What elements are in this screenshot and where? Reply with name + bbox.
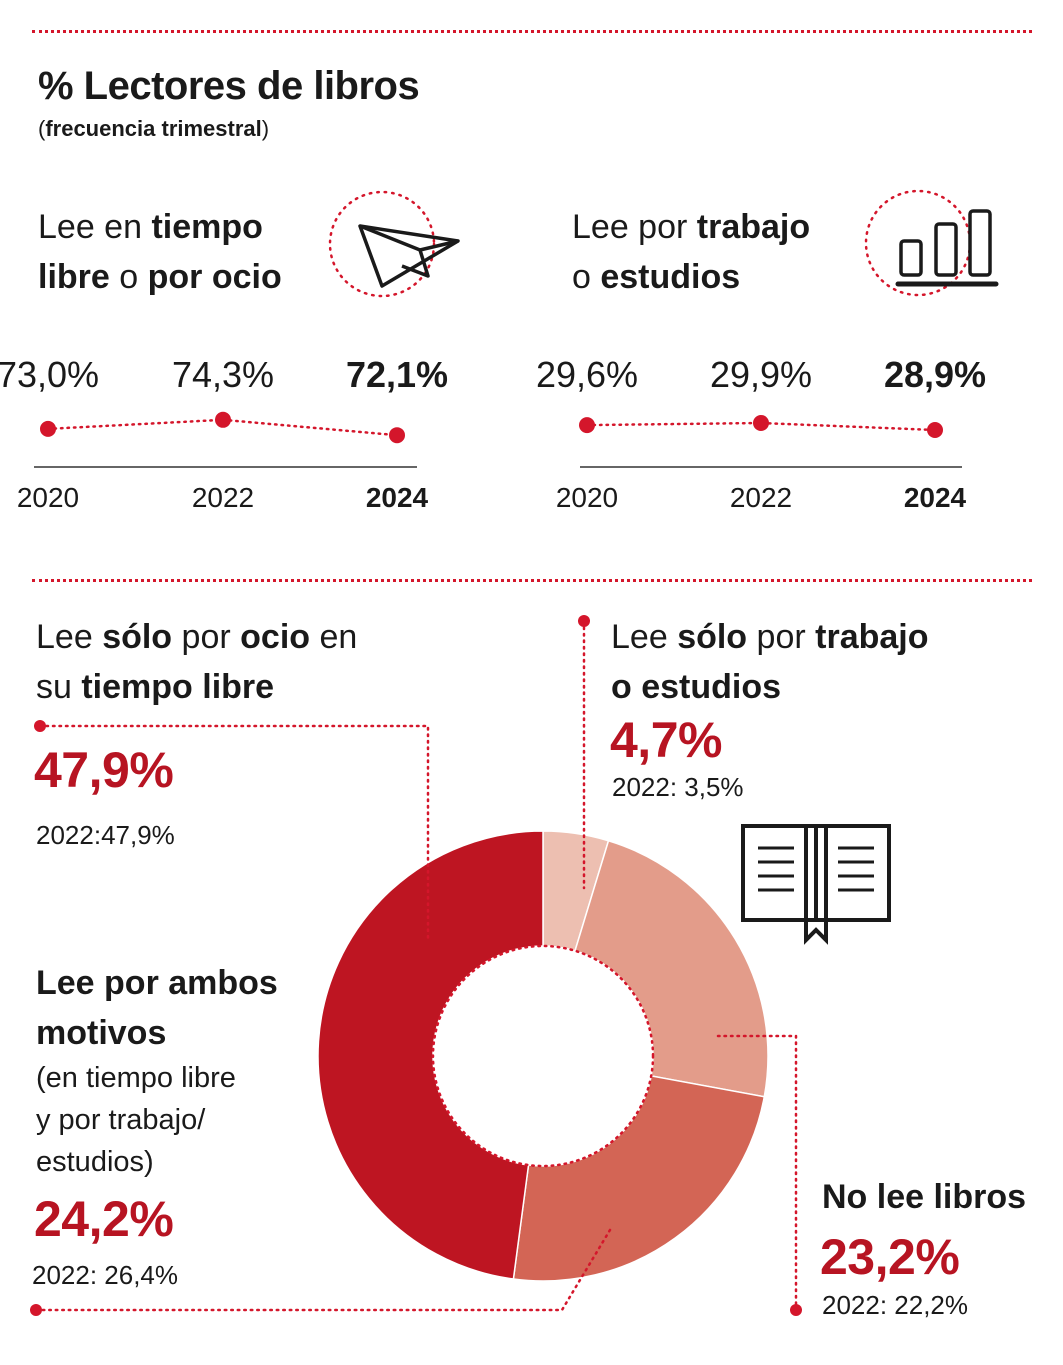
chart-trabajo-year-label: 2024 xyxy=(904,482,967,513)
chart-trabajo-point xyxy=(753,415,769,431)
chart-ocio-year-label: 2024 xyxy=(366,482,429,513)
chart-trabajo-point xyxy=(579,417,595,434)
panel-ocio-heading: Lee en tiempo libre o por ocio xyxy=(38,208,282,296)
chart-ocio-point xyxy=(389,427,405,444)
leader-ambos xyxy=(34,1228,612,1312)
chart-trabajo-line xyxy=(585,421,937,432)
chart-ocio-point xyxy=(215,411,231,428)
label-ambos-prev: 2022: 26,4% xyxy=(32,1260,179,1290)
label-ambos-sub: (en tiempo libre y por trabajo/estudios) xyxy=(36,1062,236,1178)
bar-chart-icon xyxy=(864,189,999,297)
chart-trabajo-year-label: 2022 xyxy=(730,482,792,513)
label-nolee-prev: 2022: 22,2% xyxy=(822,1290,969,1320)
leader-nolee-dot xyxy=(790,1304,802,1316)
chart-trabajo-value-label: 29,9% xyxy=(710,354,812,395)
chart-ocio-value-label: 73,0% xyxy=(0,354,99,395)
label-trabajo-value: 4,7% xyxy=(610,712,722,768)
chart-trabajo-value-label: 28,9% xyxy=(884,354,986,395)
leader-trabajo-dot xyxy=(578,615,590,627)
top-divider xyxy=(32,30,1032,33)
leader-nolee xyxy=(716,1034,798,1312)
chart-ocio-value-label: 74,3% xyxy=(172,354,274,395)
open-book-icon xyxy=(741,824,891,945)
leader-ocio xyxy=(38,724,430,942)
page-subtitle: (frecuencia trimestral) xyxy=(38,116,270,141)
label-ambos-heading: Lee por ambos motivos xyxy=(36,964,278,1052)
page-title: % Lectores de libros xyxy=(38,64,420,108)
label-trabajo-prev: 2022: 3,5% xyxy=(612,772,744,802)
chart-trabajo-value-label: 29,6% xyxy=(536,354,638,395)
chart-trabajo-year-label: 2020 xyxy=(556,482,618,513)
leader-ambos-dot xyxy=(30,1304,42,1316)
label-ambos-value: 24,2% xyxy=(34,1191,174,1247)
label-ocio-value: 47,9% xyxy=(34,742,174,798)
label-ocio-prev: 2022:47,9% xyxy=(36,820,175,850)
middle-divider xyxy=(32,579,1032,582)
paper-plane-icon xyxy=(328,190,460,298)
label-trabajo-heading: Lee sólo por trabajo o estudios xyxy=(611,618,929,706)
chart-ocio-year-label: 2020 xyxy=(17,482,79,513)
chart-ocio-value-label: 72,1% xyxy=(346,354,448,395)
chart-ocio-point xyxy=(40,420,56,437)
label-nolee-value: 23,2% xyxy=(820,1229,960,1285)
leader-ocio-dot xyxy=(34,720,46,732)
chart-ocio-year-label: 2022 xyxy=(192,482,254,513)
panel-trabajo-heading: Lee por trabajo o estudios xyxy=(572,208,811,296)
chart-trabajo-point xyxy=(927,422,943,438)
donut-hole xyxy=(431,944,655,1168)
label-ocio-heading: Lee sólo por ocio en su tiempo libre xyxy=(36,618,358,706)
label-nolee-heading: No lee libros xyxy=(822,1178,1027,1216)
